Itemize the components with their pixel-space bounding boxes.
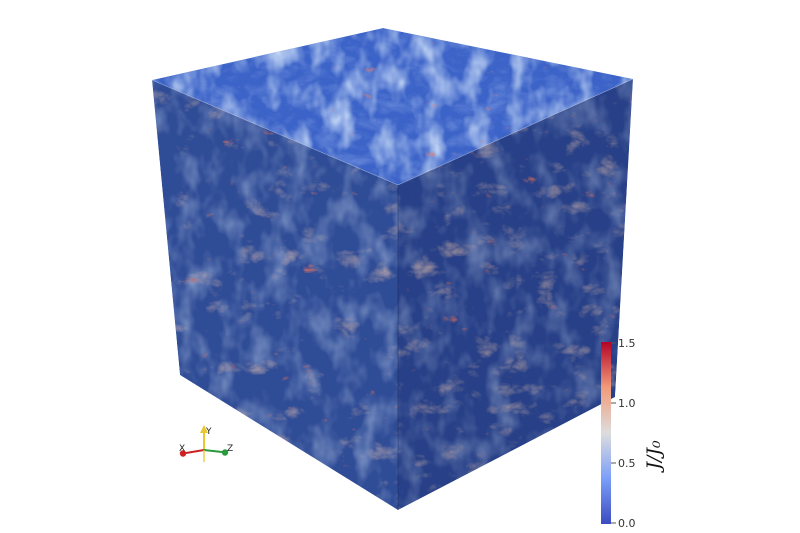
z-axis-label: Z xyxy=(227,444,233,454)
colorbar-tick-0-0: 0.0 xyxy=(618,517,636,530)
colorbar-gradient xyxy=(601,342,611,524)
colorbar-title: J/J₀ xyxy=(643,440,665,474)
orientation-axes-widget: Y X Z xyxy=(179,425,233,462)
x-axis-label: X xyxy=(179,444,185,454)
y-axis-label: Y xyxy=(205,427,212,437)
y-axis-arrow xyxy=(200,425,208,433)
x-axis-line xyxy=(185,449,205,454)
z-axis-line xyxy=(203,449,223,453)
z-axis-cone xyxy=(221,449,229,456)
x-axis-cone xyxy=(179,450,187,457)
colorbar: 1.5 1.0 0.5 0.0 J/J₀ xyxy=(601,337,665,530)
colorbar-tick-1-5: 1.5 xyxy=(618,337,636,350)
cube-edges xyxy=(151,78,634,186)
colorbar-tick-0-5: 0.5 xyxy=(618,457,636,470)
colorbar-ticks xyxy=(611,342,616,524)
colorbar-tick-1-0: 1.0 xyxy=(618,397,636,410)
